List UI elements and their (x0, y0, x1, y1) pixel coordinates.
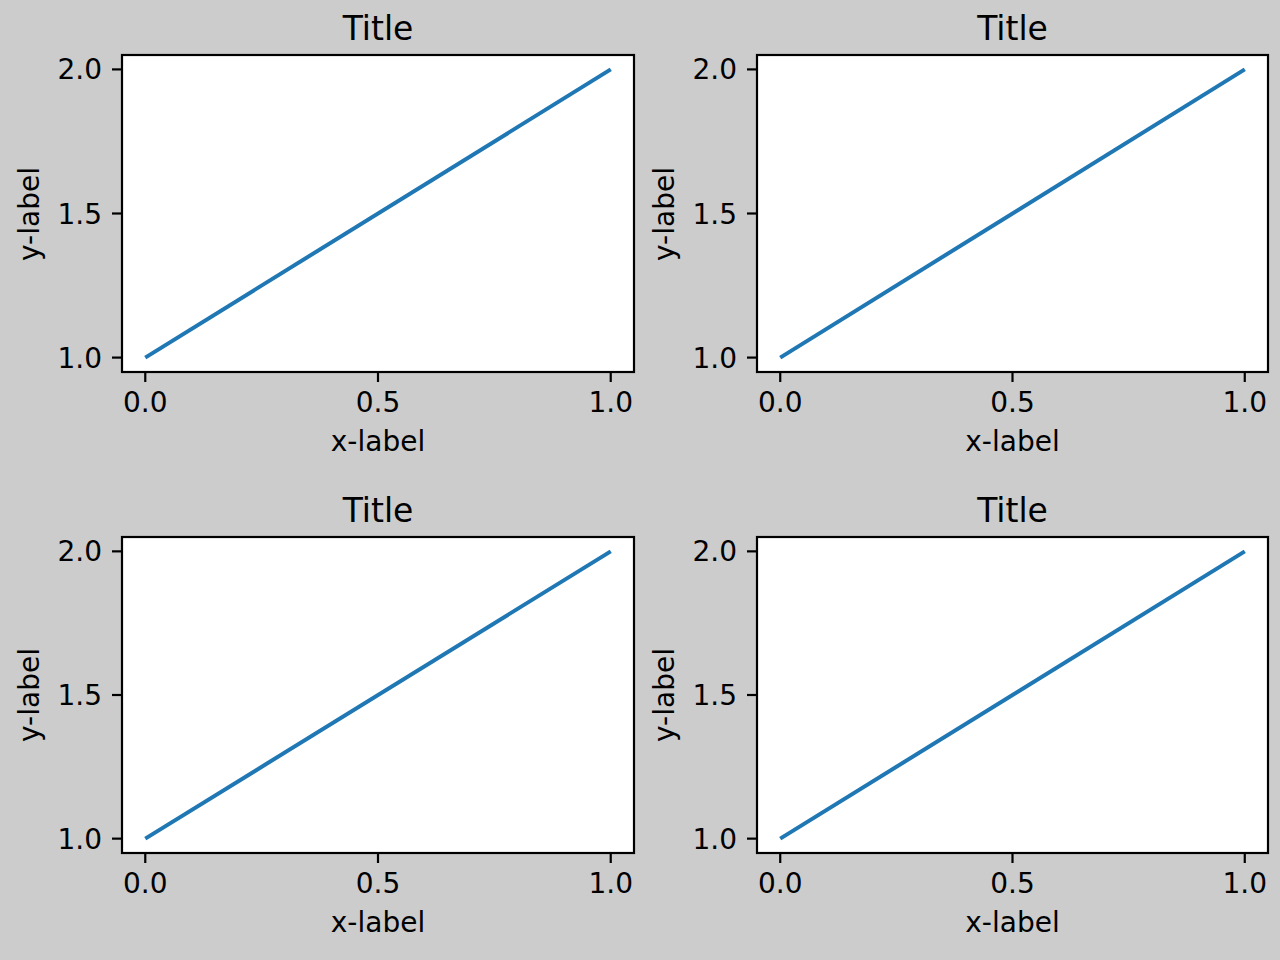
x-tick-label: 1.0 (1223, 386, 1268, 419)
y-tick-label: 1.0 (692, 823, 737, 856)
y-tick-label: 1.0 (57, 823, 102, 856)
y-tick-label: 2.0 (57, 535, 102, 568)
x-axis-label: x-label (122, 909, 634, 937)
y-axis-label: y-label (651, 648, 679, 742)
plot-title: Title (122, 12, 634, 45)
plot-area: 0.00.51.01.01.52.0 (757, 537, 1268, 853)
x-axis-label: x-label (757, 428, 1268, 456)
x-tick-label: 0.5 (990, 867, 1035, 900)
y-tick-label: 1.5 (57, 679, 102, 712)
figure-canvas: Title y-label x-label 0.00.51.01.01.52.0… (0, 0, 1280, 960)
y-tick-label: 1.0 (692, 342, 737, 375)
y-tick-label: 1.5 (692, 679, 737, 712)
x-tick-label: 0.5 (356, 867, 401, 900)
x-tick-label: 0.0 (123, 386, 168, 419)
y-tick-label: 1.5 (57, 198, 102, 231)
y-axis-label: y-label (16, 648, 44, 742)
x-axis-label: x-label (757, 909, 1268, 937)
x-tick-label: 0.5 (356, 386, 401, 419)
subplot-bottom-right: Title y-label x-label 0.00.51.01.01.52.0 (757, 537, 1268, 853)
subplot-bottom-left: Title y-label x-label 0.00.51.01.01.52.0 (122, 537, 634, 853)
plot-title: Title (757, 12, 1268, 45)
x-tick-label: 1.0 (588, 386, 633, 419)
plot-area: 0.00.51.01.01.52.0 (122, 537, 634, 853)
subplot-top-left: Title y-label x-label 0.00.51.01.01.52.0 (122, 55, 634, 372)
plot-title: Title (122, 494, 634, 527)
y-tick-label: 1.0 (57, 342, 102, 375)
x-axis-label: x-label (122, 428, 634, 456)
x-tick-label: 0.0 (123, 867, 168, 900)
x-tick-label: 0.0 (758, 386, 803, 419)
y-tick-label: 2.0 (57, 53, 102, 86)
y-axis-label: y-label (651, 167, 679, 261)
subplot-top-right: Title y-label x-label 0.00.51.01.01.52.0 (757, 55, 1268, 372)
x-tick-label: 1.0 (588, 867, 633, 900)
y-tick-label: 2.0 (692, 535, 737, 568)
x-tick-label: 0.0 (758, 867, 803, 900)
plot-area: 0.00.51.01.01.52.0 (122, 55, 634, 372)
x-tick-label: 1.0 (1223, 867, 1268, 900)
y-tick-label: 1.5 (692, 198, 737, 231)
x-tick-label: 0.5 (990, 386, 1035, 419)
plot-title: Title (757, 494, 1268, 527)
plot-area: 0.00.51.01.01.52.0 (757, 55, 1268, 372)
y-tick-label: 2.0 (692, 53, 737, 86)
y-axis-label: y-label (16, 167, 44, 261)
